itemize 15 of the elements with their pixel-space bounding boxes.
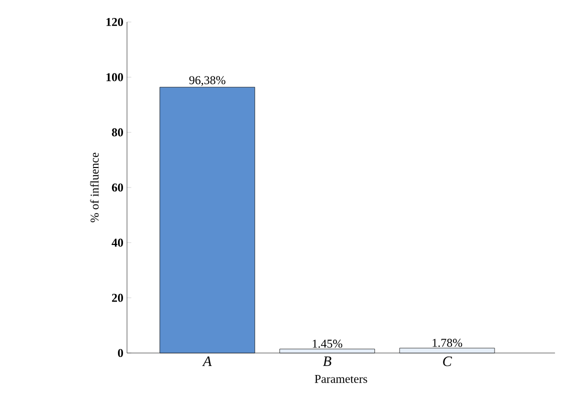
- y-tick-label: 20: [112, 294, 124, 302]
- y-tick-label: 60: [112, 183, 124, 192]
- x-tick-label: A: [202, 356, 212, 366]
- y-tick-label: 0: [118, 348, 124, 358]
- y-tick-label: 80: [112, 128, 124, 136]
- data-label: 96,38%: [189, 76, 226, 86]
- y-tick-label: 100: [106, 73, 124, 82]
- data-label: 1.45%: [312, 340, 342, 348]
- x-axis-title: Parameters: [314, 374, 368, 383]
- x-tick-label: B: [322, 356, 332, 366]
- y-tick-label: 120: [106, 18, 124, 26]
- x-tick-label: C: [443, 356, 452, 366]
- data-label: 1.78%: [432, 338, 462, 347]
- y-axis-title: % of influence: [90, 152, 99, 222]
- y-tick-label: 40: [112, 238, 124, 247]
